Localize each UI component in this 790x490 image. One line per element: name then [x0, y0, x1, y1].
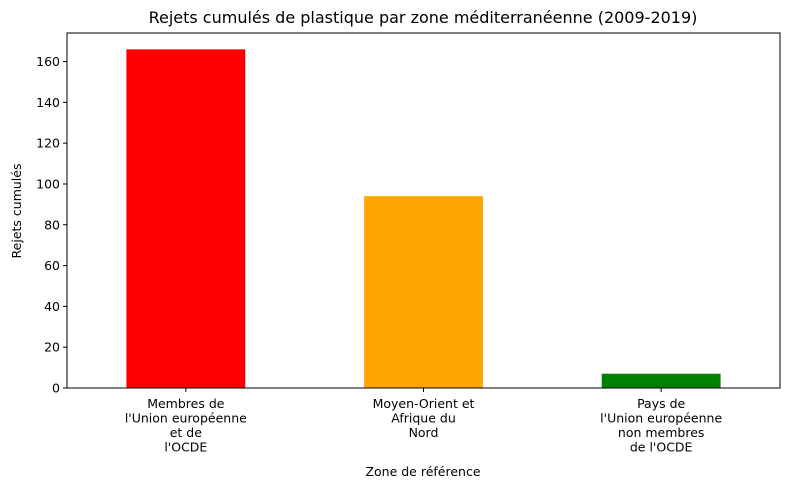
- y-tick-label-7: 140: [36, 95, 60, 110]
- x-tick-label-0: Membres de l'Union européenne et de l'OCDE: [125, 396, 247, 455]
- y-tick-label-5: 100: [36, 176, 60, 191]
- x-tick-label-1: Moyen-Orient et Afrique du Nord: [373, 396, 475, 440]
- chart-title: Rejets cumulés de plastique par zone méd…: [149, 8, 698, 27]
- y-tick-label-8: 160: [36, 54, 60, 69]
- bar-0: [126, 49, 246, 388]
- y-tick-label-3: 60: [44, 258, 60, 273]
- y-axis-label: Rejets cumulés: [9, 164, 24, 259]
- x-tick-label-2: Pays de l'Union européenne non membres de l…: [600, 396, 722, 455]
- y-tick-label-4: 80: [44, 217, 60, 232]
- bar-1: [364, 196, 483, 388]
- plot-area: 0 20 40 60 80 100 120 140 160 Membres de l'Union e…: [36, 32, 781, 455]
- y-tick-label-0: 0: [52, 381, 60, 396]
- y-tick-label-2: 40: [44, 299, 60, 314]
- y-tick-label-1: 20: [44, 340, 60, 355]
- x-axis-label: Zone de référence: [365, 464, 480, 479]
- bar-2: [601, 373, 721, 388]
- y-tick-label-6: 120: [36, 136, 60, 151]
